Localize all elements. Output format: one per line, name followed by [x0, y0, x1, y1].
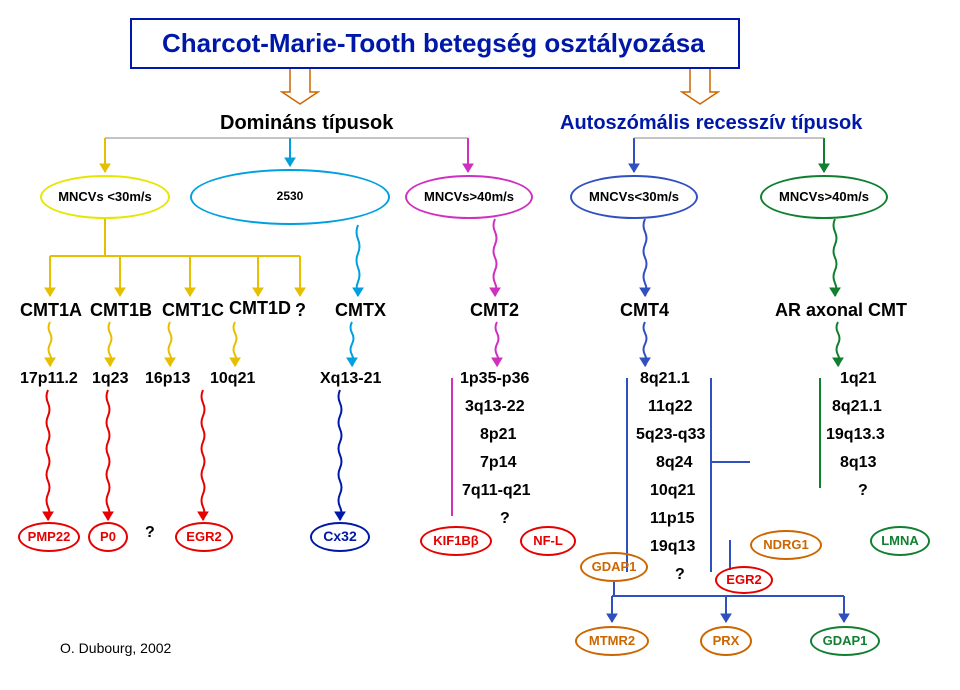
section-heading: Domináns típusok: [220, 112, 393, 135]
cmt-type-label: CMT1A: [20, 300, 82, 321]
locus-label: 10q21: [650, 482, 695, 500]
locus-label: 8p21: [480, 426, 516, 444]
cmt-type-label: CMT4: [620, 300, 669, 321]
gene-oval: PMP22: [18, 522, 80, 552]
criteria-oval: MNCVs>40m/s: [760, 175, 888, 219]
gene-oval: P0: [88, 522, 128, 552]
gene-oval: GDAP1: [810, 626, 880, 656]
locus-label: ?: [500, 510, 510, 528]
cmt-type-label: ?: [295, 300, 306, 321]
locus-label: 7q11-q21: [462, 482, 530, 500]
cmt-type-label: CMT1D: [229, 298, 291, 319]
criteria-oval: 2530: [190, 169, 390, 225]
locus-label: 8q13: [840, 454, 876, 472]
locus-label: 8q21.1: [832, 398, 882, 416]
locus-label: 11p15: [650, 510, 694, 528]
locus-label: 1p35-p36: [460, 370, 529, 388]
locus-label: 11q22: [648, 398, 692, 416]
gene-oval: Cx32: [310, 522, 370, 552]
gene-oval: PRX: [700, 626, 752, 656]
locus-label: 5q23-q33: [636, 426, 705, 444]
criteria-oval: MNCVs>40m/s: [405, 175, 533, 219]
locus-label: 1q21: [840, 370, 876, 388]
citation: O. Dubourg, 2002: [60, 640, 171, 656]
diagram-title: Charcot-Marie-Tooth betegség osztályozás…: [130, 18, 740, 69]
locus-label: ?: [675, 566, 685, 584]
locus-label: 8q24: [656, 454, 692, 472]
section-heading: Autoszómális recesszív típusok: [560, 112, 862, 135]
locus-label: 16p13: [145, 370, 190, 388]
gene-oval: EGR2: [175, 522, 233, 552]
criteria-oval: MNCVs <30m/s: [40, 175, 170, 219]
cmt-type-label: CMTX: [335, 300, 386, 321]
connector-layer: [0, 0, 960, 690]
cmt-type-label: AR axonal CMT: [775, 300, 907, 321]
locus-label: 3q13-22: [465, 398, 525, 416]
gene-oval: NDRG1: [750, 530, 822, 560]
locus-label: Xq13-21: [320, 370, 381, 388]
locus-label: 19q13.3: [826, 426, 885, 444]
locus-label: 10q21: [210, 370, 255, 388]
cmt-type-label: CMT1C: [162, 300, 224, 321]
gene-oval: LMNA: [870, 526, 930, 556]
locus-label: 17p11.2: [20, 370, 78, 388]
cmt-type-label: CMT2: [470, 300, 519, 321]
locus-label: 1q23: [92, 370, 128, 388]
gene-oval: NF-L: [520, 526, 576, 556]
cmt-type-label: CMT1B: [90, 300, 152, 321]
gene-oval: EGR2: [715, 566, 773, 594]
gene-oval: GDAP1: [580, 552, 648, 582]
locus-label: 8q21.1: [640, 370, 690, 388]
gene-oval: MTMR2: [575, 626, 649, 656]
locus-label: ?: [858, 482, 868, 500]
locus-label: 7p14: [480, 454, 516, 472]
gene-oval: ?: [145, 524, 155, 542]
criteria-oval: MNCVs<30m/s: [570, 175, 698, 219]
locus-label: 19q13: [650, 538, 695, 556]
gene-oval: KIF1Bβ: [420, 526, 492, 556]
